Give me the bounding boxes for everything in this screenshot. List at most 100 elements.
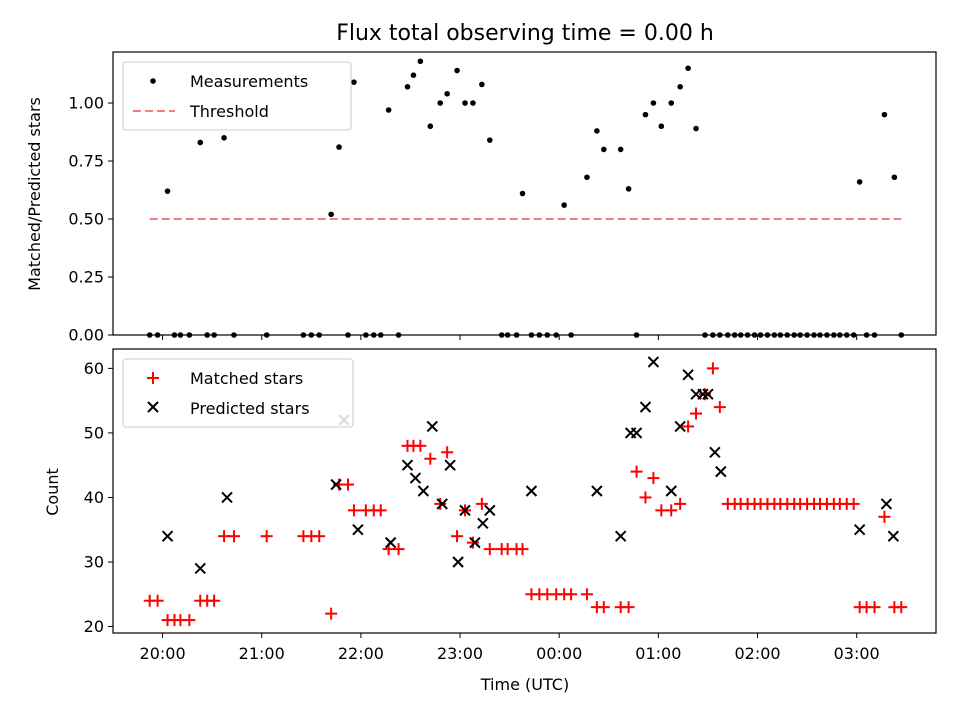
measurement-point <box>668 100 675 106</box>
measurement-point <box>417 58 424 65</box>
matched-star-point <box>665 504 678 517</box>
bottom-y-tick-label: 50 <box>84 423 104 442</box>
bottom-x-tick-label: 23:00 <box>437 644 483 663</box>
bottom-y-tick-label: 40 <box>84 488 104 507</box>
bottom-axes-frame <box>112 348 937 634</box>
matched-star-point <box>414 439 427 452</box>
predicted-star-point <box>221 491 233 504</box>
measurement-point <box>454 67 460 74</box>
bottom-x-axis-label: Time (UTC) <box>480 675 569 694</box>
matched-star-point <box>183 614 196 627</box>
top-y-tick-label: 0.25 <box>68 268 104 287</box>
matched-star-point <box>580 588 593 601</box>
matched-star-point <box>260 530 273 543</box>
bottom-y-tick-label: 60 <box>84 359 104 378</box>
predicted-star-point <box>417 485 430 497</box>
measurement-point <box>336 144 342 150</box>
measurement-point <box>561 202 567 208</box>
measurement-point <box>677 83 683 90</box>
predicted-star-point <box>401 459 414 471</box>
matched-star-point <box>208 594 221 607</box>
predicted-star-point <box>630 427 643 439</box>
measurement-point <box>351 79 357 85</box>
legend-predicted-marker <box>147 401 159 413</box>
matched-star-point <box>374 504 387 517</box>
top-y-tick-label: 1.00 <box>68 94 104 113</box>
measurement-point <box>642 111 649 118</box>
matched-star-point <box>622 601 635 614</box>
bottom-x-tick-label: 22:00 <box>338 644 384 663</box>
matched-star-point <box>451 530 464 543</box>
top-y-tick-label: 0.75 <box>68 152 104 171</box>
matched-star-point <box>895 601 908 614</box>
measurement-point <box>470 100 476 106</box>
matched-star-point <box>325 607 338 620</box>
measurement-point <box>410 72 417 78</box>
legend-predicted-label: Predicted stars <box>190 399 310 418</box>
bottom-x-tick-label: 02:00 <box>734 644 780 663</box>
bottom-x-tick-label: 03:00 <box>834 644 880 663</box>
matched-star-point <box>630 465 643 478</box>
measurement-point <box>462 100 468 106</box>
top-x-ticks <box>162 335 858 340</box>
measurement-point <box>427 123 434 130</box>
predicted-star-point <box>647 356 660 368</box>
top-legend-box <box>122 61 352 131</box>
predicted-star-point <box>591 485 603 497</box>
measurement-point <box>625 186 632 192</box>
predicted-star-point <box>330 478 342 491</box>
predicted-star-point <box>161 530 174 542</box>
bottom-legend-box <box>122 358 354 428</box>
matched-star-point <box>151 594 164 607</box>
predicted-star-point <box>525 485 538 497</box>
measurement-point <box>486 137 493 143</box>
legend-matched-marker <box>147 372 159 384</box>
legend-measurements-marker <box>150 78 156 84</box>
matched-star-point <box>878 510 891 523</box>
measurement-point <box>881 111 888 118</box>
matched-star-point <box>434 497 447 510</box>
predicted-star-point <box>409 472 422 484</box>
measurement-point <box>164 188 171 194</box>
measurement-point <box>601 146 607 153</box>
bottom-legend: Matched stars Predicted stars <box>122 358 354 428</box>
measurement-point <box>197 139 204 146</box>
predicted-star-point <box>426 420 438 433</box>
matched-star-point <box>441 446 454 459</box>
matched-star-point <box>706 362 719 375</box>
predicted-star-point <box>697 388 709 400</box>
matched-star-point <box>483 543 496 556</box>
matched-star-point <box>713 401 726 414</box>
top-legend: Measurements Threshold <box>122 61 352 131</box>
measurement-point <box>856 179 863 185</box>
predicted-star-point <box>853 524 866 536</box>
top-y-tick-label: 0.50 <box>68 210 104 229</box>
bottom-x-ticks: 20:00 21:00 22:00 23:00 00:00 01:00 02:00 03:00 <box>140 633 880 663</box>
predicted-star-point <box>880 498 893 510</box>
predicted-star-point <box>674 420 686 433</box>
bottom-y-ticks: 20 30 40 50 60 <box>84 359 113 636</box>
predicted-star-point <box>459 504 471 517</box>
legend-matched-label: Matched stars <box>190 369 303 388</box>
measurement-point <box>685 65 691 72</box>
matched-star-point <box>516 543 529 556</box>
top-chart-title: Flux total observing time = 0.00 h <box>336 21 714 46</box>
matched-star-point <box>647 472 660 485</box>
matched-star-point <box>392 543 405 556</box>
matched-star-point <box>475 497 488 510</box>
bottom-x-tick-label: 01:00 <box>635 644 681 663</box>
measurement-point <box>584 174 590 181</box>
predicted-star-point <box>887 530 900 542</box>
bottom-x-tick-label: 20:00 <box>140 644 186 663</box>
bottom-x-tick-label: 21:00 <box>239 644 285 663</box>
predicted-star-point <box>452 556 464 568</box>
predicted-star-point <box>665 485 677 497</box>
measurement-point <box>617 146 624 153</box>
measurement-point <box>385 107 392 113</box>
measurement-point <box>328 211 334 218</box>
matched-star-point <box>313 530 326 543</box>
predicted-star-point <box>614 530 627 542</box>
matched-star-point <box>347 504 360 517</box>
matched-star-point <box>565 588 578 601</box>
bottom-plot-area <box>143 356 908 627</box>
